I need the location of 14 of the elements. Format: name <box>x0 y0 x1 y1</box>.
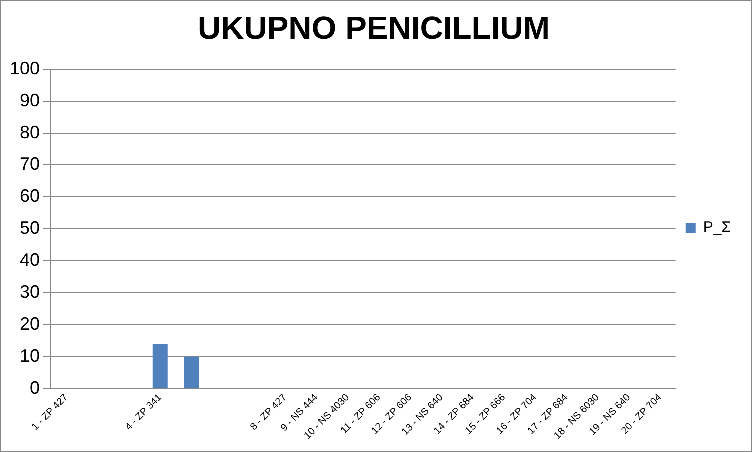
y-tick-label: 20 <box>20 314 40 334</box>
y-tick-label: 30 <box>20 282 40 302</box>
y-tick-label: 40 <box>20 250 40 270</box>
y-tick-label: 50 <box>20 218 40 238</box>
y-tick-label: 100 <box>10 58 40 78</box>
y-tick-label: 90 <box>20 90 40 110</box>
chart-title: UKUPNO PENICILLIUM <box>198 10 550 46</box>
y-tick-label: 0 <box>30 378 40 398</box>
y-tick-label: 10 <box>20 346 40 366</box>
y-tick-label: 70 <box>20 154 40 174</box>
y-tick-label: 60 <box>20 186 40 206</box>
legend-label: P_Σ <box>703 219 732 236</box>
x-tick-label: 4 - ZP 341 <box>124 392 165 434</box>
y-tick-label: 80 <box>20 122 40 142</box>
